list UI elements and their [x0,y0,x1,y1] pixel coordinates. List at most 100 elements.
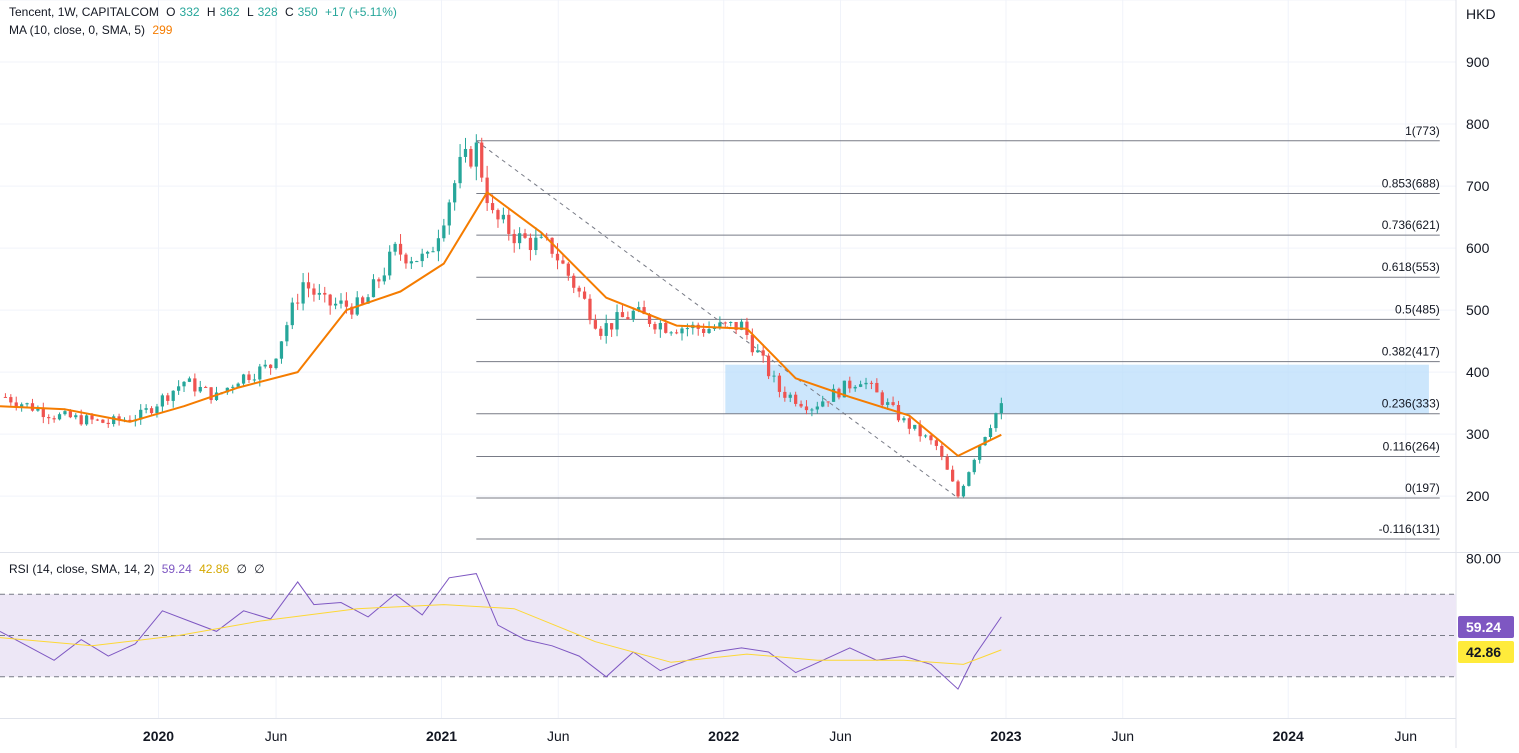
candle-body [252,379,257,381]
candle-body [794,394,798,404]
candle-body [869,382,874,384]
candle-body [653,324,657,330]
candle-body [20,404,24,407]
candle-body [566,263,570,276]
candle-body [707,328,711,333]
fib-level-label: 0.236(333) [1382,397,1440,411]
resistance-zone [725,364,1429,414]
symbol-label: Tencent, 1W, CAPITALCOM [9,5,159,19]
candle-body [864,382,868,385]
candle-body [842,380,846,398]
candle-body [95,419,100,421]
candle-body [929,435,933,441]
candle-body [702,328,706,333]
candle-body [485,177,489,204]
candle-body [442,225,446,239]
candle-body [139,409,143,420]
candle-body [572,275,576,288]
candle-body [214,392,219,401]
candle-body [761,350,765,356]
time-tick-label: 2020 [143,728,174,744]
candle-body [306,282,311,289]
candle-body [431,251,435,253]
price-tick-label: 400 [1466,364,1490,380]
candle-body [469,148,473,167]
fib-level-label: 0.5(485) [1395,302,1440,316]
candle-body [604,323,608,336]
candle-body [631,310,635,320]
candle-body [117,416,121,421]
candle-body [750,334,754,353]
candle-body [945,456,949,470]
candle-body [398,243,403,255]
candle-body [512,233,516,244]
candle-body [301,282,305,304]
candle-body [415,261,419,263]
candle-body [799,403,803,407]
candle-body [52,418,56,420]
candle-body [361,297,365,304]
price-tick-label: 800 [1466,116,1490,132]
price-tick-label: 500 [1466,302,1490,318]
candle-body [193,378,197,392]
candle-body [647,314,652,325]
candle-body [84,415,89,425]
candle-body [496,210,500,220]
candle-body [388,251,392,276]
rsi-ma-value: 42.86 [199,562,230,576]
candle-body [128,419,132,422]
candle-body [377,279,381,282]
candle-body [680,328,684,334]
candle-body [534,237,538,251]
fib-level-label: 0(197) [1405,481,1440,495]
candle-body [47,417,51,419]
candle-body [626,317,630,320]
candle-body [112,416,116,425]
time-tick-label: 2022 [708,728,739,744]
time-tick-label: 2021 [426,728,457,744]
candle-body [550,237,554,254]
candle-body [902,418,906,421]
candle-body [182,381,186,387]
candle-body [539,236,543,238]
candle-body [528,237,533,251]
moving-average-line [0,191,1002,457]
candle-body [756,350,760,353]
candle-body [821,401,825,407]
candle-body [729,321,733,323]
rsi-tick-label: 80.00 [1466,551,1501,567]
candle-body [160,395,165,407]
candle-body [247,374,251,380]
time-tick-label: Jun [1394,728,1417,744]
candle-body [880,392,884,405]
time-tick-label: 2023 [990,728,1021,744]
rsi-value-badge: 59.24 [1466,619,1501,635]
candle-body [826,401,830,403]
rsi-value-badge-bg [1458,616,1514,638]
candle-body [610,323,614,330]
candle-body [409,261,413,264]
candle-body [723,322,727,324]
candle-body [988,428,993,438]
candle-body [734,321,738,330]
ohlc-high: H 362 [206,5,240,19]
candle-body [642,307,646,315]
candle-body [674,332,679,334]
fib-level-label: -0.116(131) [1379,522,1440,536]
candle-body [393,243,397,252]
candle-body [891,402,895,406]
candle-body [339,300,343,304]
price-tick-label: 600 [1466,240,1490,256]
ohlc-close: C 350 [285,5,318,19]
candle-body [296,302,300,304]
candle-body [144,408,148,410]
candle-body [918,424,922,437]
candle-body [940,445,944,457]
price-tick-label: 300 [1466,426,1490,442]
price-legend: Tencent, 1W, CAPITALCOM O 332 H 362 L 328 C… [9,5,401,19]
candle-body [447,202,451,226]
time-tick-label: Jun [1111,728,1134,744]
candle-body [198,386,202,392]
